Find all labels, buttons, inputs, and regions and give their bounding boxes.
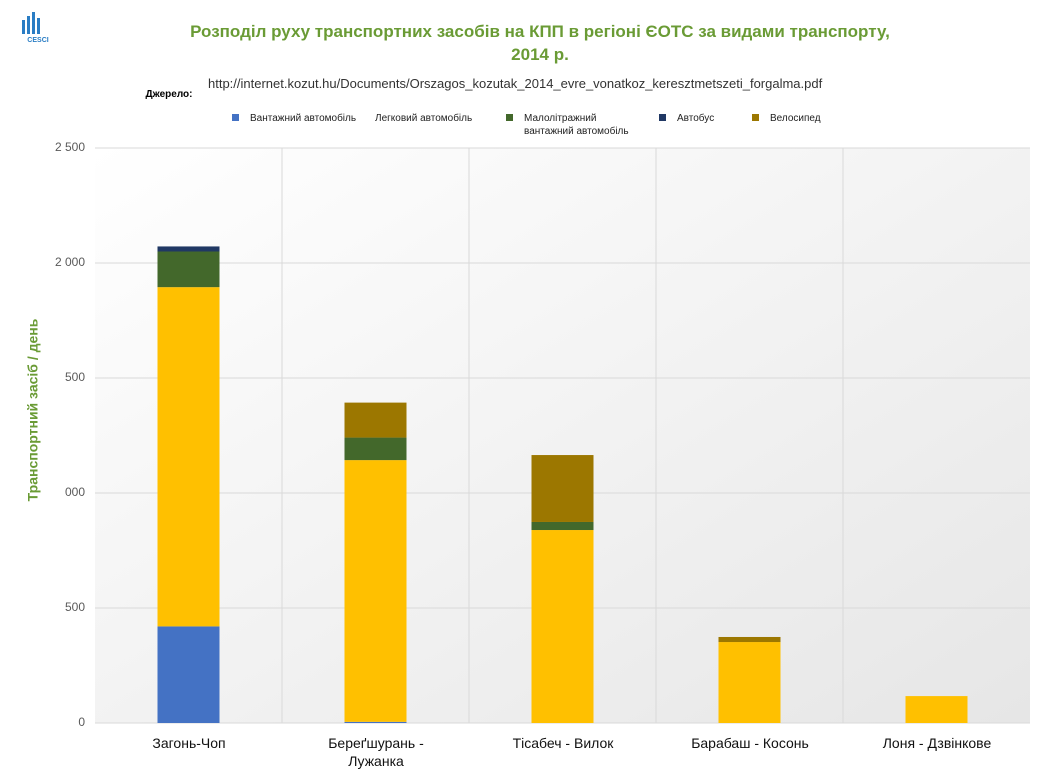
bar-segment bbox=[344, 721, 407, 723]
y-tick-label: 500 bbox=[65, 370, 85, 384]
bar-segment bbox=[531, 455, 594, 522]
chart-title: Розподіл руху транспортних засобів на КП… bbox=[190, 14, 890, 76]
x-tick-label: Загонь-Чоп bbox=[111, 728, 267, 758]
y-tick-label: 0 bbox=[78, 715, 85, 729]
bar-segment bbox=[157, 246, 220, 252]
x-tick-label: Лоня - Дзвінкове bbox=[859, 728, 1015, 758]
legend-label: Легковий автомобіль bbox=[369, 108, 499, 129]
x-tick-label: Тісабеч - Вилок bbox=[485, 728, 641, 758]
y-tick-label: 2 500 bbox=[55, 140, 85, 154]
legend-label: Малолітражний вантажний автомобіль bbox=[518, 108, 653, 142]
bar-segment bbox=[157, 251, 220, 288]
legend-label: Велосипед bbox=[764, 108, 874, 129]
legend-label: Вантажний автомобіль bbox=[244, 108, 364, 129]
bar-segment bbox=[157, 626, 220, 723]
y-tick-label: 2 000 bbox=[55, 255, 85, 269]
legend-label: Автобус bbox=[671, 108, 751, 129]
x-tick-label: Береґшурань - Лужанка bbox=[298, 728, 454, 774]
legend-swatch bbox=[232, 114, 239, 121]
y-axis-label: Транспортний засіб / день bbox=[25, 318, 41, 501]
y-tick-label: 000 bbox=[65, 485, 85, 499]
bar-segment bbox=[157, 287, 220, 627]
legend-swatch bbox=[506, 114, 513, 121]
source-label: Джерело: bbox=[130, 84, 208, 106]
bar-segment bbox=[344, 437, 407, 461]
y-label-box bbox=[10, 285, 57, 535]
bar-segment bbox=[344, 460, 407, 722]
source-url: http://internet.kozut.hu/Documents/Orsza… bbox=[208, 76, 823, 91]
logo-mark bbox=[22, 12, 40, 34]
legend-swatch bbox=[752, 114, 759, 121]
bar-segment bbox=[344, 402, 407, 438]
bar-segment bbox=[718, 642, 781, 723]
bar-segment bbox=[718, 636, 781, 643]
logo: CESCI bbox=[27, 37, 48, 44]
x-tick-label: Барабаш - Косонь bbox=[672, 728, 828, 758]
bar-segment bbox=[531, 530, 594, 723]
bar-segment bbox=[905, 696, 968, 723]
y-tick-label: 500 bbox=[65, 600, 85, 614]
legend-swatch bbox=[659, 114, 666, 121]
bar-segment bbox=[531, 521, 594, 531]
